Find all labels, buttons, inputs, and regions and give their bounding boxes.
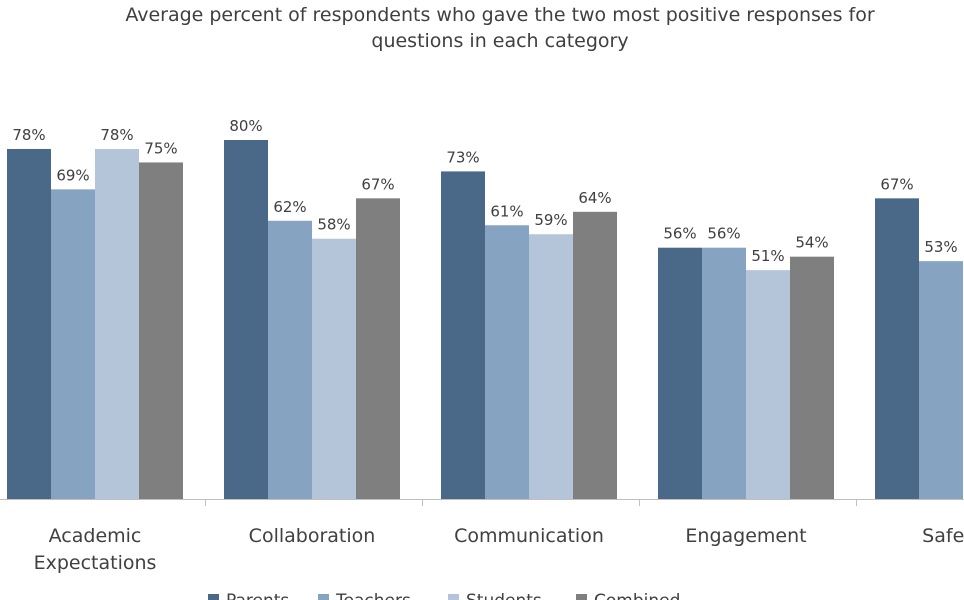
data-label: 80% [229,117,262,135]
data-label: 53% [924,238,957,256]
legend-swatch [576,594,587,600]
bar [658,247,702,499]
category-label: Engagement [685,525,806,547]
bar [224,140,268,499]
legend-swatch [208,594,219,600]
data-label: 75% [144,139,177,157]
data-label: 51% [751,247,784,265]
category-label: Expectations [34,552,157,574]
bar [875,198,919,499]
bar [441,171,485,499]
data-label: 62% [273,198,306,216]
bar [95,148,139,499]
legend-swatch [448,594,459,600]
data-label: 67% [880,175,913,193]
bar [573,211,617,500]
legend-label: Combined [594,591,680,600]
category-label: Safety & [922,525,964,547]
legend-label: Parents [226,591,289,600]
bar [746,270,790,499]
legend-label: Teachers [335,591,411,600]
data-label: 67% [361,175,394,193]
data-label: 61% [490,202,523,220]
bar [51,189,95,500]
bar [312,238,356,499]
data-label: 59% [534,211,567,229]
data-label: 56% [707,225,740,243]
data-label: 58% [317,216,350,234]
bar [139,162,183,499]
legend-swatch [318,594,329,600]
data-label: 56% [663,225,696,243]
chart-title-line-2: questions in each category [371,30,629,52]
bar [529,234,573,500]
bar [702,247,746,499]
category-label: Communication [454,525,604,547]
data-label: 73% [446,148,479,166]
bar [485,225,529,499]
chart-title: Average percent of respondents who gave … [0,2,964,54]
bar [919,261,963,499]
data-label: 54% [795,234,828,252]
data-label: 64% [578,189,611,207]
bar [356,198,400,499]
bar [7,148,51,499]
data-label: 69% [56,166,89,184]
category-label: Collaboration [249,525,376,547]
bar [268,220,312,499]
chart-title-line-1: Average percent of respondents who gave … [125,4,875,26]
bar [790,256,834,499]
data-label: 78% [12,126,45,144]
category-label: Academic [49,525,142,547]
data-label: 78% [100,126,133,144]
legend-label: Students [466,591,542,600]
